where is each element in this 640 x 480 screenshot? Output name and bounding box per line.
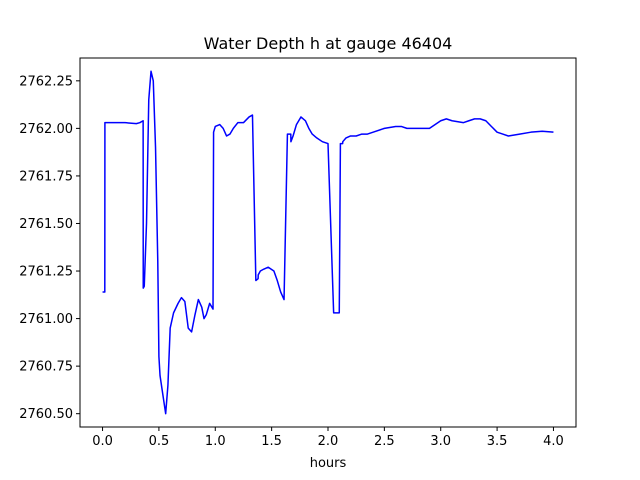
x-tick-label: 3.5 (487, 434, 508, 449)
y-tick-label: 2762.00 (19, 122, 73, 137)
y-axis: 2760.50 2760.75 2761.00 2761.25 2761.50 2761.… (19, 74, 80, 422)
y-tick-label: 2760.50 (19, 407, 73, 422)
x-axis-label: hours (310, 456, 347, 471)
y-tick-label: 2761.50 (19, 217, 73, 232)
y-tick-label: 2760.75 (19, 360, 73, 375)
y-tick-label: 2761.25 (19, 265, 73, 280)
x-tick-label: 3.0 (430, 434, 451, 449)
x-tick-label: 4.0 (543, 434, 564, 449)
x-axis: 0.0 0.5 1.0 1.5 2.0 2.5 3.0 3.5 4.0 (92, 427, 564, 449)
x-tick-label: 1.5 (261, 434, 282, 449)
y-tick-label: 2761.75 (19, 169, 73, 184)
y-tick-label: 2761.00 (19, 312, 73, 327)
chart-title: Water Depth h at gauge 46404 (204, 34, 453, 53)
x-tick-label: 2.5 (374, 434, 395, 449)
x-tick-label: 1.0 (205, 434, 226, 449)
x-tick-label: 0.5 (149, 434, 170, 449)
water-depth-series-line (102, 70, 554, 415)
x-tick-label: 2.0 (318, 434, 339, 449)
plot-area (79, 57, 577, 428)
y-tick-label: 2762.25 (19, 74, 73, 89)
x-tick-label: 0.0 (92, 434, 113, 449)
